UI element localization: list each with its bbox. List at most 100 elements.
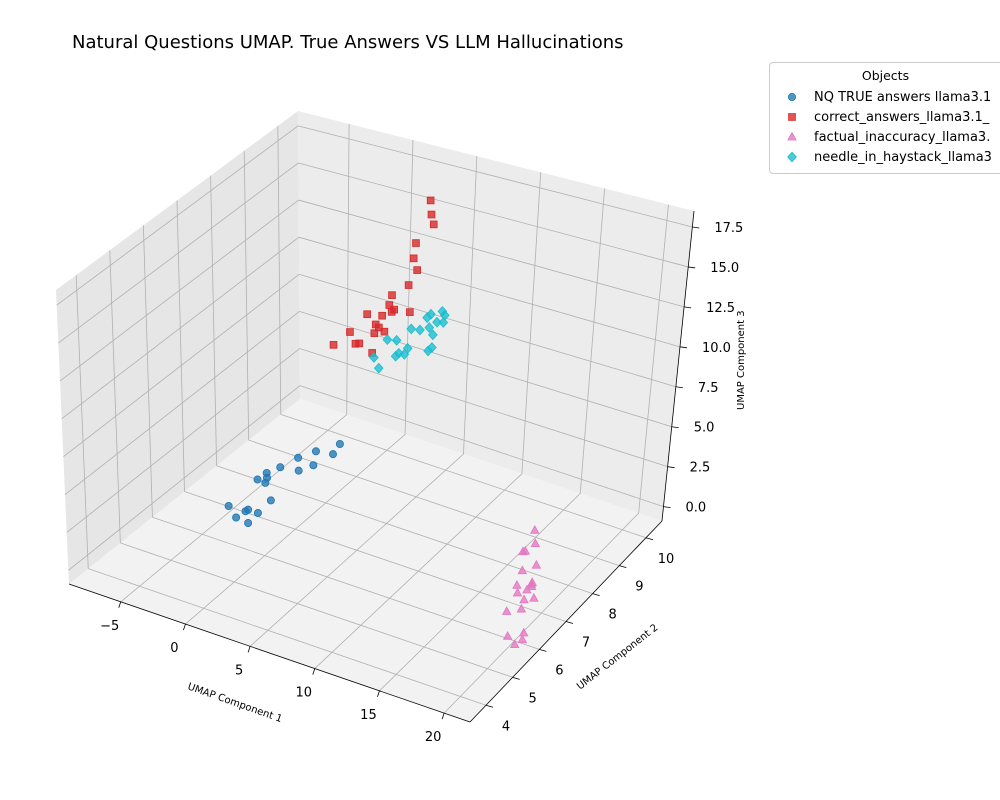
data-point: [232, 513, 241, 522]
x-tick-label: 0: [170, 641, 178, 656]
series-diamond: [369, 306, 450, 374]
grid-line-y: [216, 465, 593, 594]
z-axis-line: [661, 210, 695, 522]
data-point: [527, 577, 538, 586]
legend-marker-shape: [788, 113, 796, 121]
data-point: [424, 322, 435, 333]
grid-line-x: [463, 156, 478, 455]
data-point: [423, 345, 433, 357]
z-tick-mark: [692, 226, 700, 229]
data-point: [390, 350, 401, 362]
y-tick-mark: [565, 621, 574, 624]
data-point: [518, 627, 529, 637]
data-point: [426, 308, 436, 320]
z-tick-label: 0.0: [685, 501, 706, 516]
z-tick-mark: [671, 426, 679, 429]
data-point: [371, 320, 380, 329]
grid-line-y: [75, 275, 89, 569]
grid-line-y: [88, 568, 487, 706]
data-point: [370, 329, 379, 337]
x-tick-mark: [441, 712, 445, 720]
y-tick-mark: [619, 565, 627, 569]
data-point: [244, 518, 253, 527]
y-tick-label: 6: [555, 663, 563, 678]
data-point: [380, 327, 389, 336]
z-tick-mark: [675, 386, 683, 389]
data-point: [294, 466, 303, 475]
legend-marker-circle: [782, 89, 802, 105]
data-point: [404, 281, 413, 289]
series-circle: [224, 440, 344, 527]
data-point: [382, 334, 393, 346]
y-tick-mark: [645, 537, 654, 541]
legend-marker-shape: [787, 131, 797, 141]
legend-label: NQ TRUE answers llama3.1: [814, 89, 992, 105]
legend-entry: correct_answers_llama3.1_: [782, 107, 989, 127]
grid-line-x: [579, 188, 605, 494]
z-tick-mark: [688, 266, 696, 269]
grid-line-y: [243, 150, 250, 441]
x-tick-label: −5: [100, 619, 119, 634]
data-point: [529, 524, 540, 534]
data-point: [391, 334, 402, 346]
data-point: [294, 453, 303, 462]
data-point: [427, 210, 436, 219]
x-axis-line: [68, 583, 471, 723]
x-tick-mark: [183, 623, 186, 631]
z-tick-mark: [684, 306, 692, 309]
grid-line-y: [120, 542, 513, 678]
data-point: [329, 341, 338, 349]
grid-line-y: [280, 414, 647, 539]
data-point: [253, 475, 262, 484]
data-point: [512, 587, 523, 597]
data-point: [363, 310, 371, 319]
data-point: [406, 308, 414, 316]
x-tick-mark: [247, 646, 251, 653]
z-tick-label: 2.5: [690, 461, 711, 476]
data-point: [266, 496, 275, 505]
data-point: [509, 639, 520, 649]
scatter-points: [224, 196, 542, 649]
x-tick-label: 5: [235, 663, 243, 678]
data-point: [253, 509, 262, 518]
data-point: [517, 634, 528, 643]
grid-line-z: [298, 125, 693, 228]
y-tick-label: 4: [502, 719, 510, 734]
data-point: [501, 606, 512, 615]
legend-marker-triangle: [782, 129, 802, 145]
data-point: [241, 507, 250, 516]
grid-line-y: [152, 516, 540, 650]
data-point: [415, 324, 425, 336]
legend-marker-diamond: [782, 149, 802, 165]
grid-line-z: [59, 199, 299, 382]
pane-back: [298, 111, 694, 521]
grid-line-z: [68, 385, 301, 571]
grid-line-z: [64, 311, 300, 495]
grid-line-y: [142, 225, 153, 518]
data-point: [529, 592, 539, 602]
grid-line-x: [521, 172, 542, 474]
data-point: [373, 362, 384, 374]
x-tick-mark: [312, 668, 316, 675]
grid-line-z: [298, 199, 685, 308]
grid-line-y: [277, 125, 282, 415]
grid-lines: [56, 123, 693, 714]
y-axis-label: UMAP Component 2: [575, 622, 660, 692]
data-point: [388, 291, 396, 299]
data-point: [522, 584, 532, 594]
legend-marker-shape: [787, 151, 797, 163]
legend-label: factual_inaccuracy_llama3.: [814, 129, 991, 145]
x-tick-mark: [118, 601, 122, 608]
data-point: [432, 316, 442, 328]
data-point: [518, 546, 528, 556]
data-point: [413, 266, 421, 274]
grid-line-z: [298, 236, 681, 348]
series-square: [329, 196, 438, 357]
z-axis-label: UMAP Component 3: [736, 310, 747, 410]
grid-line-z: [63, 273, 300, 458]
pane-left: [56, 111, 300, 584]
z-tick-label: 12.5: [706, 301, 735, 316]
grid-line-z: [299, 311, 672, 428]
grid-line-z: [299, 385, 664, 507]
data-point: [346, 328, 354, 336]
